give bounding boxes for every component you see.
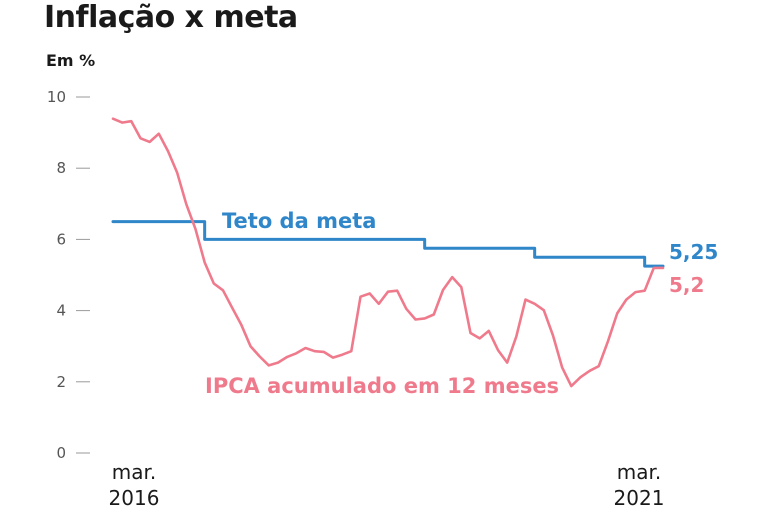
- y-tick-label: 4: [56, 302, 66, 320]
- series-lines: [111, 117, 665, 388]
- chart-title: Inflação x meta: [44, 0, 298, 35]
- x-tick-label-month: mar.: [617, 460, 661, 484]
- ipca-end-value-label: 5,2: [669, 273, 704, 297]
- ipca-label: IPCA acumulado em 12 meses: [205, 374, 559, 398]
- series-labels: Teto da meta IPCA acumulado em 12 meses 5,…: [205, 209, 718, 398]
- x-tick-label-year: 2016: [109, 486, 160, 510]
- y-tick-label: 0: [56, 444, 66, 462]
- teto-end-value-label: 5,25: [669, 240, 718, 264]
- x-tick-label-month: mar.: [112, 460, 156, 484]
- y-tick-label: 2: [56, 373, 66, 391]
- y-axis: 0 2 4 6 8 10: [47, 88, 90, 462]
- x-tick-label-year: 2021: [614, 486, 665, 510]
- y-tick-label: 8: [56, 159, 66, 177]
- y-tick-label: 6: [56, 230, 66, 248]
- teto-da-meta-label: Teto da meta: [222, 209, 376, 233]
- y-axis-unit-label: Em %: [46, 51, 96, 70]
- y-tick-label: 10: [47, 88, 66, 106]
- teto-da-meta-line: [111, 220, 665, 268]
- ipca-line: [111, 117, 665, 388]
